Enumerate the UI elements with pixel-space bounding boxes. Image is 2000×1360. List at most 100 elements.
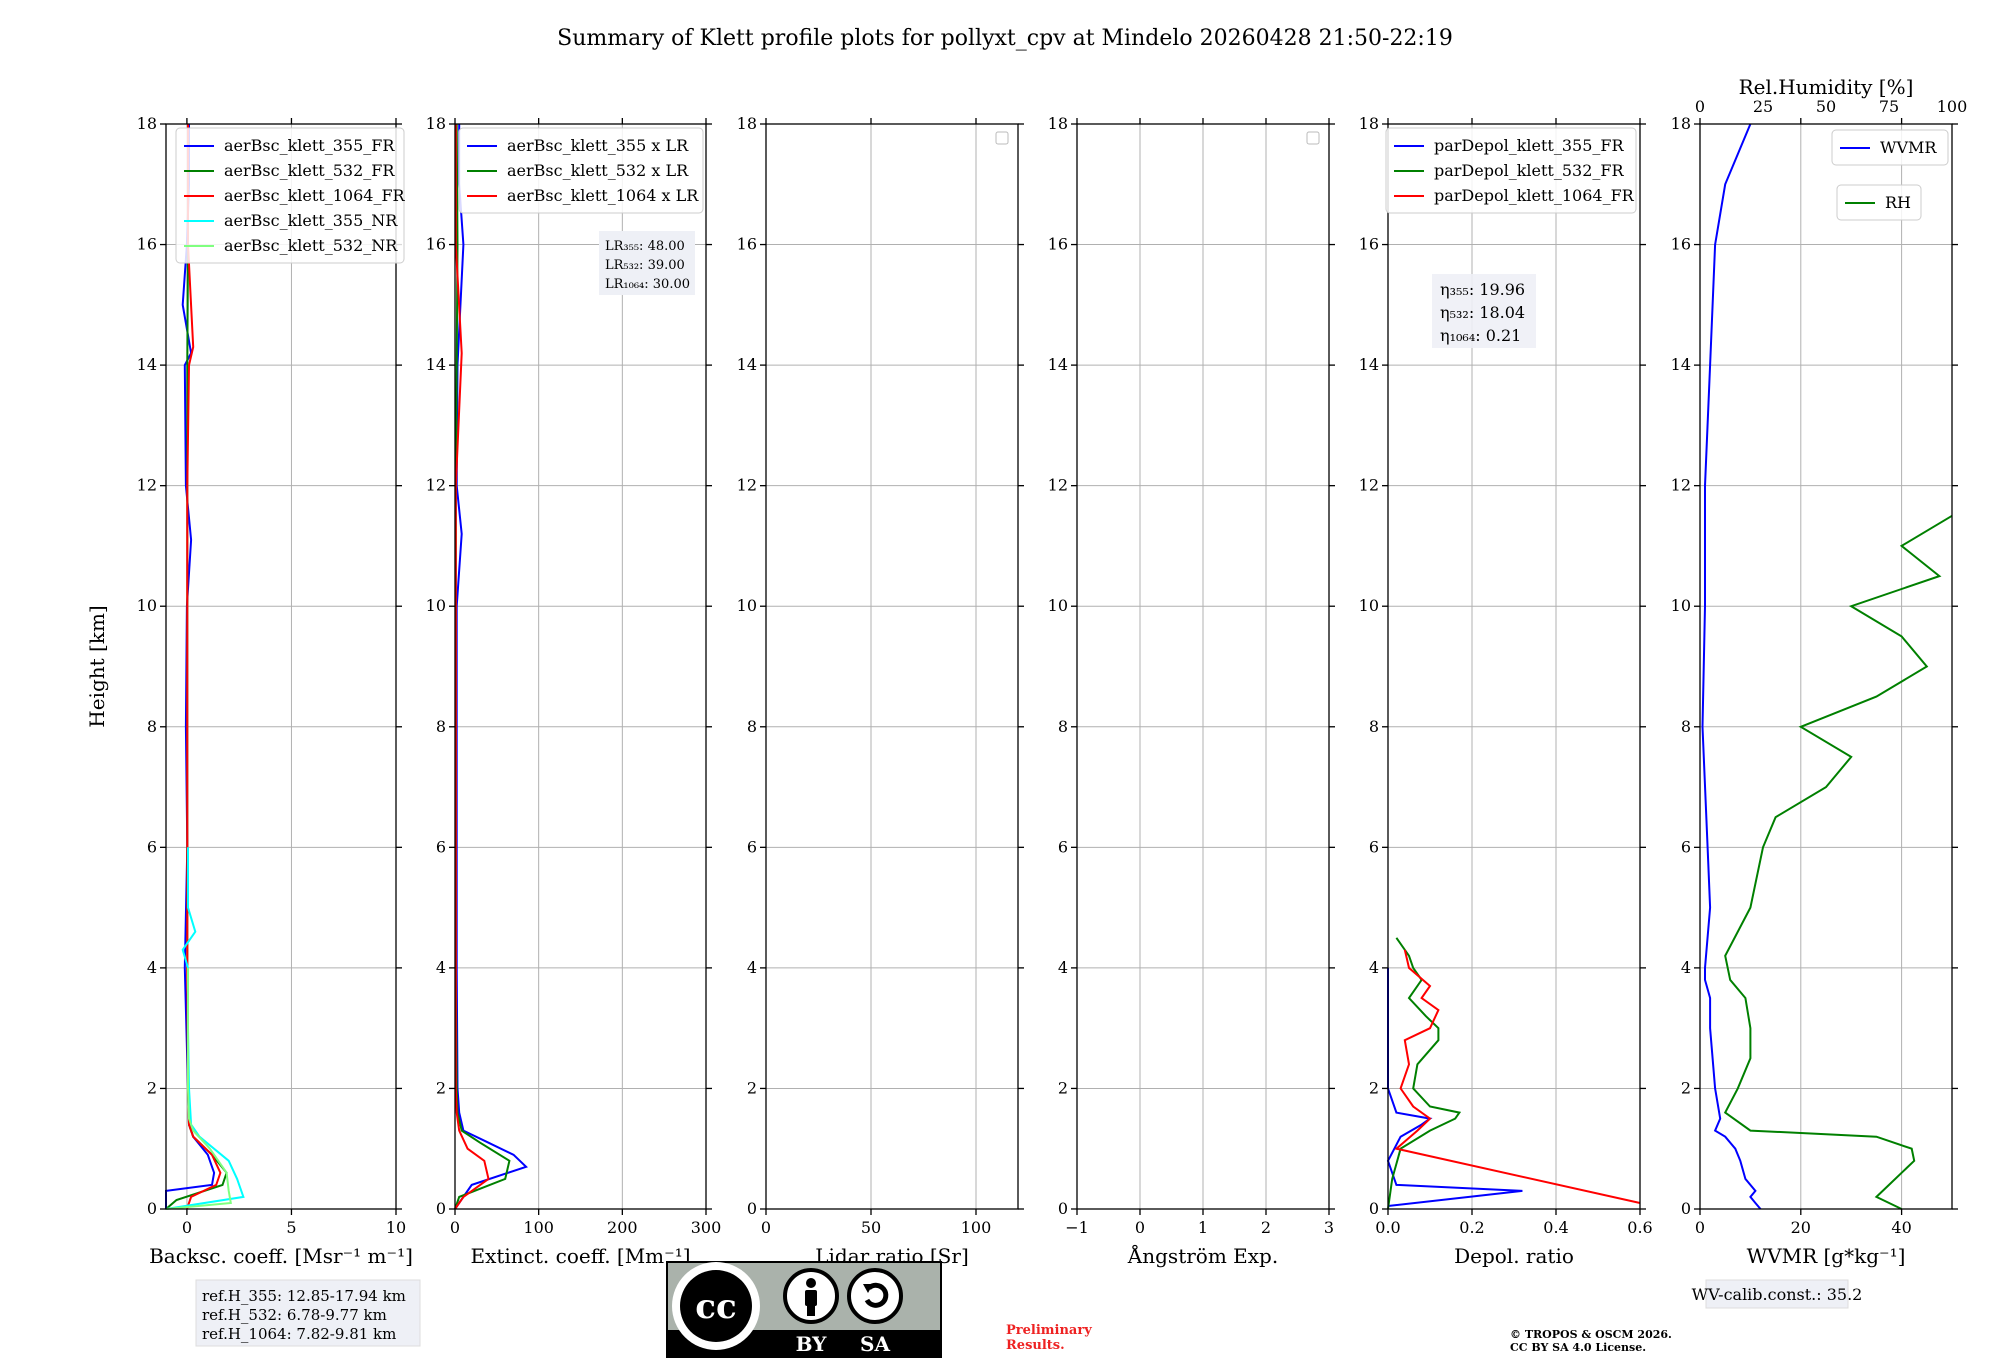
ref-text-1064: ref.H_1064: 7.82-9.81 km [202,1325,396,1343]
y-tick-label: 2 [747,1078,757,1097]
panel-depol: 0 2 4 6 8 10 12 14 16 18 0.0 0.2 0.4 0.6 Depol. ratio p… [1359,114,1653,1268]
legend-frame [1831,129,1949,166]
x-tick-label: 3 [1324,1218,1334,1237]
legend-entry: WVMR [1880,138,1937,157]
empty-legend-box [995,131,1009,145]
lr-text: LR₃₅₅: 48.00 [605,239,685,254]
legend-depol: parDepol_klett_355_FR parDepol_klett_532_… [1385,127,1637,214]
legend-entry: parDepol_klett_355_FR [1434,136,1625,155]
x-tick-label: 0.6 [1627,1218,1652,1237]
y-tick-label: 2 [436,1078,446,1097]
x-axis-label: Extinct. coeff. [Mm⁻¹] [470,1244,690,1268]
legend-entry: aerBsc_klett_532 x LR [507,161,689,180]
legend-entry: RH [1885,193,1911,212]
by-person-icon [783,1268,839,1324]
legend-entry: parDepol_klett_1064_FR [1434,186,1635,205]
legend-frame [1836,184,1922,221]
y-tick-label: 6 [747,837,757,856]
y-tick-label: 6 [436,837,446,856]
figure-title: Summary of Klett profile plots for polly… [557,26,1453,51]
legend-entry: aerBsc_klett_532_FR [224,161,395,180]
y-tick-label: 2 [1058,1078,1068,1097]
axes-frame [1387,123,1641,1210]
series-aerBsc_klett_532 x LR [454,123,511,1210]
axes-frame [454,123,707,1210]
x-tick-label: 300 [691,1218,722,1237]
y-tick-label: 14 [426,355,446,374]
cc-sa-label: SA [860,1332,890,1356]
y-tick-label: 10 [737,596,757,615]
y-tick-label: 10 [1671,596,1691,615]
legend-frame [175,127,405,264]
y-tick-label: 8 [1369,717,1379,736]
series-RH [1723,514,1953,1210]
legend-wvmr: WVMR [1831,129,1949,166]
y-tick-label: 8 [1681,717,1691,736]
y-tick-label: 6 [1681,837,1691,856]
x-tick-label: 0 [1695,1218,1705,1237]
sa-share-icon [847,1268,903,1324]
preliminary-line2: Results. [1006,1338,1065,1353]
y-tick-label: 6 [147,837,157,856]
x-tick-label: 50 [861,1218,881,1237]
x-tick-label: 0.2 [1459,1218,1484,1237]
legend-entry: aerBsc_klett_355_NR [224,211,398,230]
y-tick-label: 12 [1359,476,1379,495]
y-tick-label: 18 [1671,114,1691,133]
y-tick-label: 14 [1671,355,1691,374]
legend-entry: aerBsc_klett_1064_FR [224,186,406,205]
copyright-line1: © TROPOS & OSCM 2026. [1510,1328,1672,1341]
y-tick-label: 6 [1369,837,1379,856]
legend-entry: aerBsc_klett_355_FR [224,136,395,155]
series-aerBsc_klett_355_NR [165,847,245,1210]
y-tick-label: 10 [137,596,157,615]
y-tick-label: 12 [1048,476,1068,495]
y-tick-label: 8 [1058,717,1068,736]
axes-frame [165,123,397,1210]
y-tick-label: 6 [1058,837,1068,856]
x-tick-label: 2 [1261,1218,1271,1237]
y-tick-label: 14 [1359,355,1379,374]
series-WVMR [1701,123,1762,1210]
ref-height-box: ref.H_355: 12.85-17.94 km ref.H_532: 6.7… [195,1279,421,1347]
x-axis-label: WVMR [g*kg⁻¹] [1747,1244,1906,1268]
series-parDepol_klett_355_FR [1386,967,1523,1207]
legend-rh: RH [1836,184,1922,221]
top-x-tick-label: 50 [1816,97,1836,116]
axes-frame [1699,123,1953,1210]
y-tick-label: 8 [747,717,757,736]
y-tick-label: 4 [147,958,157,977]
cc-by-label: BY [796,1332,828,1356]
y-tick-label: 18 [737,114,757,133]
top-x-axis-label: Rel.Humidity [%] [1739,75,1914,99]
top-x-tick-label: 100 [1937,97,1968,116]
lr-annotation: LR₃₅₅: 48.00 LR₅₃₂: 39.00 LR₁₀₆₄: 30.00 [599,231,695,295]
series-aerBsc_klett_532_FR [165,124,228,1210]
wv-calib-box: WV-calib.const.: 35.2 [1692,1279,1862,1309]
y-tick-label: 18 [1359,114,1379,133]
y-axis-label: Height [km] [85,605,109,727]
x-tick-label: 0.0 [1375,1218,1400,1237]
cc-license-badge: cc BY SA [666,1261,942,1358]
empty-legend-box [1306,131,1320,145]
x-axis-label: Backsc. coeff. [Msr⁻¹ m⁻¹] [149,1244,413,1268]
y-tick-label: 2 [1681,1078,1691,1097]
panel-backscatter: 0 2 4 6 8 10 12 14 16 18 0 5 10 Backsc. coeff. [Msr⁻¹… [85,114,413,1268]
top-x-tick-label: 25 [1753,97,1773,116]
legend-entry: aerBsc_klett_532_NR [224,236,398,255]
x-tick-label: 40 [1891,1218,1911,1237]
x-tick-label: 1 [1198,1218,1208,1237]
y-tick-label: 4 [747,958,757,977]
x-tick-label: 0 [182,1218,192,1237]
series-aerBsc_klett_1064_FR [185,124,222,1210]
x-tick-label: 100 [523,1218,554,1237]
y-tick-label: 18 [137,114,157,133]
y-tick-label: 18 [426,114,446,133]
lr-text: LR₁₀₆₄: 30.00 [605,277,690,292]
y-tick-label: 4 [436,958,446,977]
eta-box [1432,274,1536,348]
y-tick-label: 4 [1681,958,1691,977]
